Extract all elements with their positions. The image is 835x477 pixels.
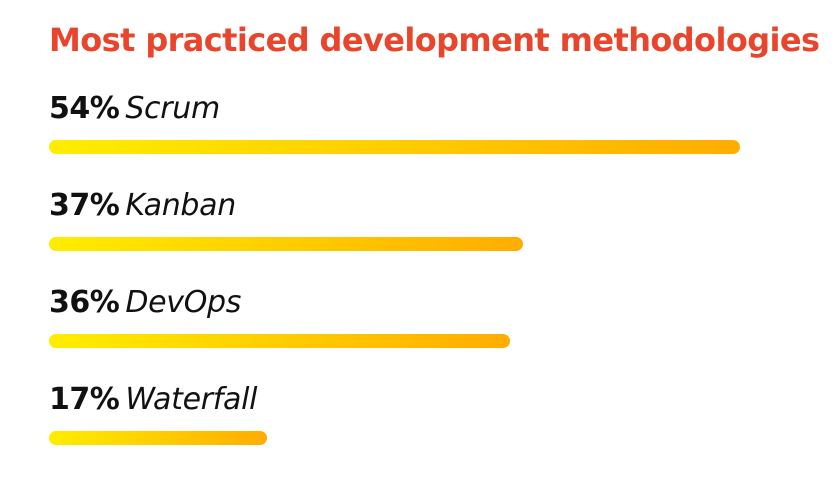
bar-value-label: 54% bbox=[49, 91, 120, 126]
bar-row-scrum: 54% Scrum bbox=[49, 92, 809, 172]
bar-category-label: Scrum bbox=[125, 91, 220, 126]
bar-waterfall bbox=[49, 431, 267, 445]
bar-label: 36% DevOps bbox=[49, 286, 241, 320]
bar-kanban bbox=[49, 237, 523, 251]
bar-value-label: 37% bbox=[49, 188, 120, 223]
bar-value-label: 36% bbox=[49, 285, 120, 320]
bar-row-kanban: 37% Kanban bbox=[49, 189, 809, 269]
bar-track bbox=[49, 237, 809, 251]
bar-track bbox=[49, 431, 809, 445]
bar-row-waterfall: 17% Waterfall bbox=[49, 383, 809, 463]
bar-track bbox=[49, 140, 809, 154]
bar-track bbox=[49, 334, 809, 348]
bar-row-devops: 36% DevOps bbox=[49, 286, 809, 366]
bar-label: 37% Kanban bbox=[49, 189, 236, 223]
bar-scrum bbox=[49, 140, 740, 154]
bar-value-label: 17% bbox=[49, 382, 120, 417]
chart-title: Most practiced development methodologies bbox=[49, 21, 820, 59]
bar-category-label: DevOps bbox=[125, 285, 242, 320]
bar-category-label: Waterfall bbox=[125, 382, 258, 417]
bar-label: 54% Scrum bbox=[49, 92, 220, 126]
bar-label: 17% Waterfall bbox=[49, 382, 258, 417]
bar-category-label: Kanban bbox=[125, 188, 236, 223]
bar-devops bbox=[49, 334, 510, 348]
